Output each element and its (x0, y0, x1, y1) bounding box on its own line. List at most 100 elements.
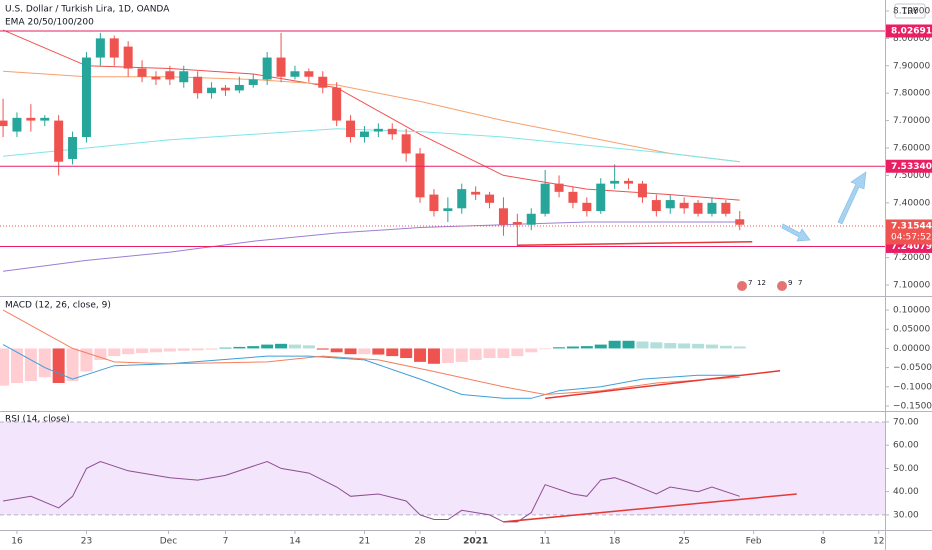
macd-histogram-bar (177, 348, 190, 351)
macd-histogram-bar (52, 348, 65, 383)
macd-histogram-bar (664, 343, 677, 349)
candle-body (359, 131, 369, 138)
candle-body (457, 189, 467, 209)
candle-body (220, 87, 230, 91)
candle-body (651, 200, 661, 212)
macd-histogram-bar (233, 346, 246, 349)
candle-body (40, 117, 50, 121)
macd-histogram-bar (372, 348, 385, 355)
candle-body (165, 71, 175, 80)
y-tick-label: 7.40000 (893, 198, 930, 208)
macd-histogram-bar (247, 346, 260, 349)
y-tick-label: 50.00 (893, 464, 919, 474)
x-tick-label: 7 (223, 537, 229, 547)
macd-histogram-bar (219, 347, 232, 349)
macd-histogram-bar (149, 348, 162, 353)
candle-body (582, 202, 592, 212)
level-label: 8.02691 (891, 26, 932, 36)
level-label: 7.53340 (891, 162, 932, 172)
chart-title: U.S. Dollar / Turkish Lira, 1D, OANDA (5, 5, 170, 15)
macd-histogram-bar (191, 348, 204, 351)
macd-histogram-bar (553, 347, 566, 349)
candle-body (262, 57, 272, 80)
candle-body (95, 38, 105, 58)
macd-histogram-bar (427, 348, 440, 364)
badge[interactable] (737, 281, 747, 291)
candle-body (109, 38, 119, 58)
macd-histogram-bar (316, 348, 329, 350)
x-tick-label: 25 (678, 537, 689, 547)
macd-histogram-bar (692, 343, 705, 349)
rsi-pane (0, 421, 885, 523)
indicator-line (3, 460, 740, 523)
badge[interactable] (777, 281, 787, 291)
x-tick-label: 16 (11, 537, 23, 547)
macd-histogram-bar (733, 346, 746, 349)
x-tick-label: 28 (414, 537, 426, 547)
candle-body (346, 120, 356, 138)
level-label-box (886, 159, 932, 173)
y-tick-label: 8.00000 (893, 34, 930, 44)
macd-histogram-bar (636, 341, 649, 349)
y-tick-label: −0.10000 (893, 382, 932, 392)
candle-body (234, 84, 244, 91)
macd-histogram-bar (594, 344, 607, 349)
arrow-up (837, 171, 867, 225)
candle-body (207, 87, 217, 94)
candle-body (332, 87, 342, 121)
candle-body (193, 76, 203, 94)
candle-body (151, 76, 161, 80)
trend-line (503, 493, 797, 523)
candle-body (179, 71, 189, 83)
candle-body (526, 213, 536, 225)
candle-body (596, 183, 606, 212)
y-tick-label: 0.10000 (893, 306, 930, 316)
macd-histogram-bar (94, 348, 107, 360)
candle-body (624, 180, 634, 184)
macd-title: MACD (12, 26, close, 9) (5, 301, 111, 311)
candle-body (248, 79, 258, 85)
candle-body (679, 202, 689, 209)
y-tick-label: 60.00 (893, 441, 919, 451)
candle-body (498, 208, 508, 225)
price-pane (0, 29, 885, 272)
x-tick-label: 12 (873, 537, 884, 547)
candle-body (665, 200, 675, 209)
candle-body (12, 117, 22, 132)
macd-histogram-bar (66, 348, 79, 382)
y-tick-label: 7.10000 (893, 281, 930, 291)
macd-histogram-bar (497, 348, 510, 359)
currency[interactable]: TRY (901, 7, 919, 17)
candle-body (568, 191, 578, 203)
macd-histogram-bar (330, 348, 343, 353)
candle-body (68, 137, 78, 159)
trend-line (545, 369, 781, 400)
level-label-box (886, 24, 932, 38)
y-tick-label: 8.10000 (893, 6, 930, 16)
y-tick-label: 7.70000 (893, 116, 930, 126)
badge-label: 12 (757, 279, 766, 287)
macd-histogram-bar (302, 345, 315, 349)
y-tick-label: 0.05000 (893, 325, 930, 335)
candle-body (554, 183, 564, 192)
indicator-line (2, 309, 740, 396)
candle-body (0, 120, 8, 127)
rsi-title: RSI (14, close) (5, 415, 70, 425)
candle-body (540, 183, 550, 214)
candle-body (485, 194, 495, 203)
candle-body (637, 183, 647, 198)
candle-body (471, 191, 481, 195)
last-price-label: 7.31544 (891, 221, 932, 231)
level-label: 7.24079 (891, 242, 932, 252)
macd-histogram-bar (511, 348, 524, 357)
rsi-band (0, 421, 885, 515)
macd-histogram-bar (136, 348, 149, 354)
currency-box[interactable] (894, 3, 926, 19)
candle-body (401, 134, 411, 154)
trend-line (517, 240, 753, 247)
x-tick-label: 23 (81, 537, 92, 547)
y-tick-label: 0.00000 (893, 344, 930, 354)
badge-label: 9 (788, 279, 792, 287)
macd-histogram-bar (163, 348, 176, 352)
